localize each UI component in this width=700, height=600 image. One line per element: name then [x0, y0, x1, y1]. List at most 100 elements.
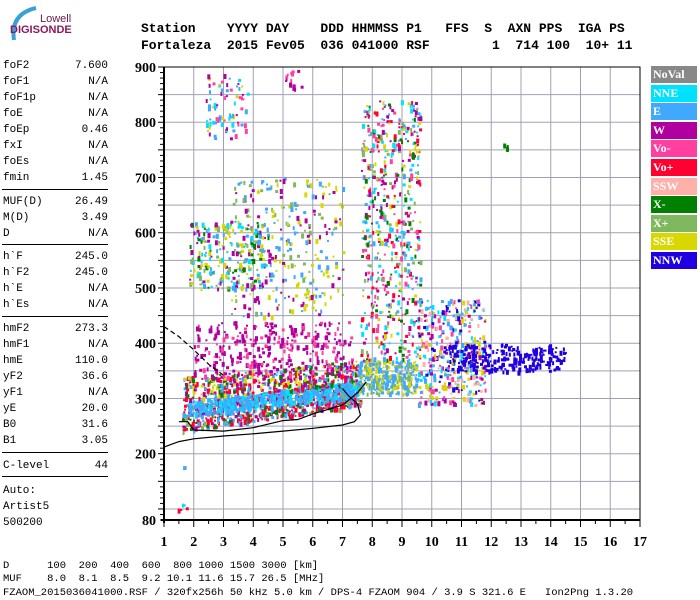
echo-point-sse	[213, 384, 216, 387]
echo-point-e	[339, 394, 342, 397]
echo-point-w	[212, 363, 216, 369]
echo-point-e	[431, 315, 435, 319]
echo-point-xplus	[293, 182, 297, 188]
echo-point-e	[270, 395, 274, 401]
echo-point-xplus	[219, 278, 222, 283]
echo-point-e	[259, 248, 263, 252]
echo-point-w	[414, 115, 417, 118]
echo-point-nne	[191, 260, 195, 265]
echo-point-e	[337, 398, 341, 404]
echo-point-w	[257, 364, 261, 370]
echo-point-vominus	[370, 244, 373, 247]
echo-point-e	[360, 390, 363, 393]
echo-point-nnw	[432, 349, 436, 353]
echo-point-vominus	[396, 229, 399, 234]
echo-point-w	[346, 371, 349, 374]
echo-point-vominus	[246, 363, 249, 368]
echo-point-vominus	[278, 335, 281, 340]
echo-point-nne	[411, 163, 415, 167]
echo-point-nne	[418, 237, 421, 241]
echo-point-e	[209, 90, 211, 95]
echo-point-w	[225, 95, 228, 98]
echo-point-w	[234, 321, 238, 327]
echo-point-sse	[444, 382, 446, 387]
echo-point-e	[209, 267, 212, 272]
echo-point-xminus	[218, 389, 222, 395]
echo-point-e	[246, 401, 250, 405]
echo-point-w	[193, 427, 196, 430]
legend-item-ssw: SSW	[651, 177, 697, 195]
echo-point-nnw	[469, 366, 472, 369]
echo-point-w	[380, 273, 383, 276]
param-label: h`F2	[3, 267, 30, 279]
echo-point-e	[200, 237, 204, 241]
echo-point-e	[348, 406, 352, 410]
param-label: fmin	[3, 172, 30, 184]
echo-point-e	[360, 363, 363, 368]
echo-point-vominus	[286, 347, 289, 350]
echo-point-xminus	[272, 410, 276, 414]
echo-point-xminus	[190, 413, 194, 417]
echo-point-sse	[270, 315, 274, 321]
echo-point-w	[261, 282, 264, 287]
echo-point-w	[254, 415, 258, 419]
echo-point-nne	[286, 389, 290, 395]
echo-point-xminus	[207, 286, 210, 289]
echo-point-xplus	[370, 364, 372, 367]
echo-point-nne	[237, 280, 240, 285]
echo-point-xplus	[378, 362, 382, 366]
echo-point-e	[291, 392, 294, 395]
echo-point-xplus	[341, 205, 344, 208]
echo-point-nne	[262, 393, 265, 398]
echo-point-nne	[419, 114, 422, 117]
x-tick-label: 16	[603, 535, 617, 550]
echo-point-e	[350, 394, 354, 398]
echo-point-sse	[453, 356, 457, 360]
echo-point-xplus	[255, 311, 259, 317]
echo-point-w	[280, 364, 283, 369]
echo-point-e	[327, 394, 331, 400]
echo-point-nne	[403, 252, 406, 255]
echo-point-e	[330, 388, 333, 390]
echo-point-sse	[207, 130, 209, 133]
echo-point-xminus	[253, 243, 257, 249]
echo-point-sse	[414, 147, 417, 152]
echo-point-sse	[460, 318, 464, 324]
echo-point-e	[240, 123, 244, 127]
echo-point-nnw	[490, 364, 494, 368]
echo-point-sse	[414, 294, 418, 298]
echo-point-nnw	[475, 354, 478, 359]
echo-point-sse	[240, 265, 244, 269]
echo-point-vominus	[401, 313, 404, 316]
echo-point-voplus	[320, 406, 323, 409]
echo-point-voplus	[322, 395, 326, 401]
echo-point-nne	[221, 257, 225, 263]
echo-point-vominus	[408, 298, 411, 301]
echo-point-nne	[416, 131, 419, 134]
echo-point-nne	[417, 300, 421, 304]
echo-point-e	[280, 398, 283, 401]
echo-point-vominus	[395, 143, 399, 147]
echo-point-xminus	[219, 374, 222, 376]
x-tick-label: 11	[455, 535, 468, 550]
echo-point-nnw	[487, 356, 490, 359]
echo-point-xplus	[366, 115, 369, 117]
echo-point-sse	[241, 85, 244, 88]
echo-point-xminus	[330, 383, 334, 389]
echo-point-w	[261, 347, 264, 350]
echo-point-sse	[322, 192, 326, 196]
echo-point-w	[202, 280, 206, 284]
echo-point-voplus	[261, 418, 264, 421]
echo-point-vominus	[346, 367, 350, 373]
echo-point-vominus	[409, 153, 412, 157]
echo-point-voplus	[405, 211, 409, 215]
echo-point-e	[192, 400, 195, 403]
echo-point-e	[335, 388, 338, 391]
echo-point-vominus	[312, 335, 315, 340]
echo-point-voplus	[180, 508, 183, 511]
echo-point-sse	[297, 219, 301, 225]
echo-point-xminus	[252, 259, 256, 264]
echo-point-e	[185, 414, 189, 418]
echo-point-xplus	[247, 208, 250, 213]
echo-point-xminus	[185, 384, 189, 390]
